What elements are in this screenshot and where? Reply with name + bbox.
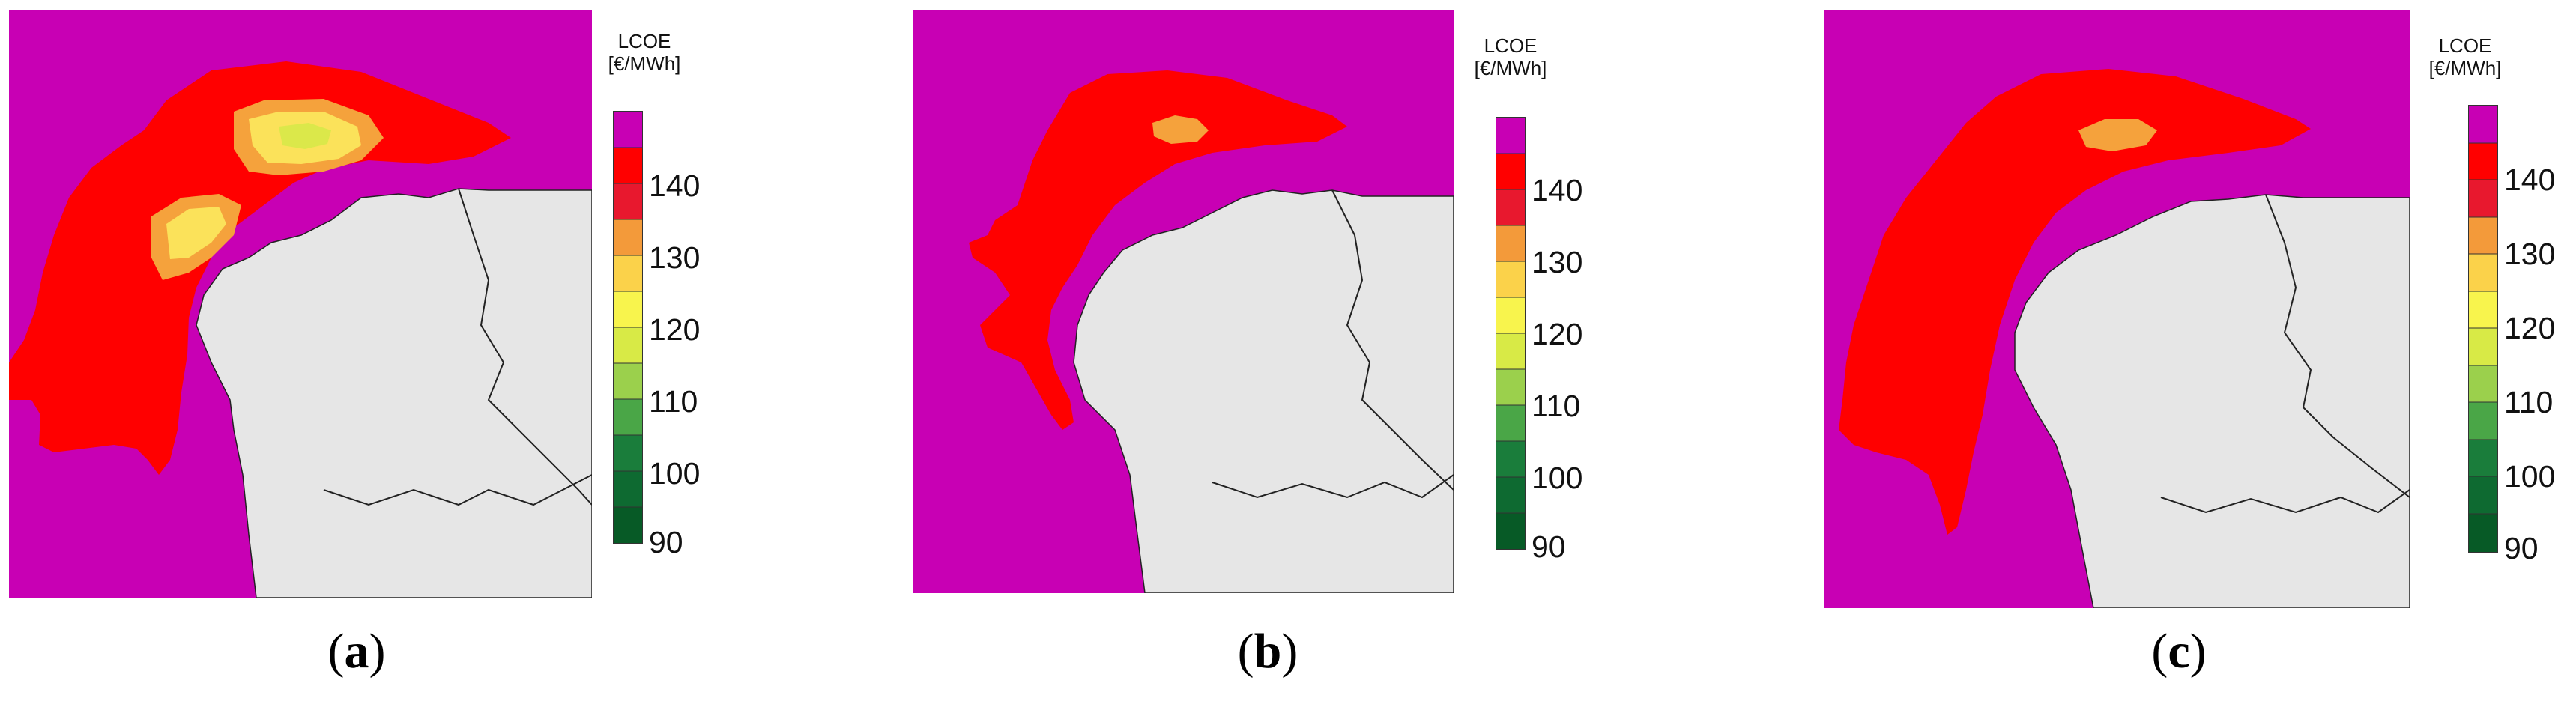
band-115 bbox=[2469, 365, 2497, 402]
panel-caption: (b) bbox=[1193, 623, 1343, 680]
tick-label: 140 bbox=[2504, 163, 2556, 197]
colorbar bbox=[1496, 117, 1526, 550]
legend-title: LCOE [€/MWh] bbox=[592, 30, 697, 75]
colorbar bbox=[2468, 105, 2498, 553]
band-145 bbox=[1496, 154, 1525, 189]
lcoe-140-zone bbox=[9, 61, 511, 475]
band-150 bbox=[2469, 106, 2497, 143]
tick-label: 110 bbox=[1532, 389, 1581, 423]
band-120 bbox=[1496, 333, 1525, 369]
colorbar-bands bbox=[1496, 118, 1525, 549]
band-110 bbox=[614, 399, 642, 435]
colorbar-bands bbox=[2469, 106, 2497, 552]
lcoe-map-b bbox=[913, 10, 1454, 593]
caption-letter: b bbox=[1254, 624, 1282, 679]
lcoe-115-zone bbox=[279, 123, 331, 149]
lcoe-130-zone bbox=[2078, 119, 2157, 151]
tick-label: 130 bbox=[2504, 237, 2556, 271]
band-150 bbox=[1496, 118, 1525, 154]
band-140 bbox=[2469, 180, 2497, 217]
legend-title-line1: LCOE bbox=[1484, 34, 1538, 57]
band-105 bbox=[614, 435, 642, 471]
legend-title-line2: [€/MWh] bbox=[1474, 57, 1547, 79]
band-130 bbox=[2469, 254, 2497, 291]
tick-label: 120 bbox=[649, 312, 701, 347]
province-border bbox=[1212, 474, 1454, 499]
band-135 bbox=[614, 219, 642, 255]
legend-title-line2: [€/MWh] bbox=[608, 52, 681, 75]
band-150 bbox=[614, 112, 642, 148]
tick-label: 130 bbox=[649, 240, 701, 275]
tick-label: 110 bbox=[649, 384, 698, 419]
tick-label: 90 bbox=[1532, 529, 1566, 564]
band-115 bbox=[1496, 369, 1525, 405]
tick-label: 100 bbox=[1532, 461, 1583, 495]
band-125 bbox=[1496, 297, 1525, 333]
band-140 bbox=[1496, 189, 1525, 225]
band-145 bbox=[2469, 143, 2497, 180]
band-135 bbox=[1496, 225, 1525, 261]
band-120 bbox=[614, 327, 642, 363]
panel-caption: (a) bbox=[282, 623, 432, 680]
province-border bbox=[2160, 489, 2410, 514]
caption-letter: c bbox=[2168, 624, 2190, 679]
caption-paren-close: ) bbox=[369, 624, 386, 679]
caption-paren-open: ( bbox=[1237, 624, 1254, 679]
tick-label: 140 bbox=[1532, 173, 1583, 207]
band-135 bbox=[2469, 217, 2497, 254]
band-130 bbox=[614, 255, 642, 291]
colorbar-bands bbox=[614, 112, 642, 543]
tick-label: 140 bbox=[649, 169, 701, 203]
band-130 bbox=[1496, 261, 1525, 297]
colorbar bbox=[613, 111, 643, 544]
band-120 bbox=[2469, 328, 2497, 365]
tick-label: 100 bbox=[2504, 459, 2556, 494]
legend-title-line1: LCOE bbox=[2438, 34, 2492, 57]
band-95 bbox=[2469, 514, 2497, 552]
band-110 bbox=[2469, 402, 2497, 440]
province-border bbox=[2265, 194, 2410, 498]
caption-paren-open: ( bbox=[327, 624, 345, 679]
legend-title: LCOE [€/MWh] bbox=[2413, 34, 2518, 79]
province-border bbox=[323, 474, 592, 506]
band-105 bbox=[2469, 440, 2497, 476]
band-100 bbox=[2469, 476, 2497, 514]
caption-paren-close: ) bbox=[2189, 624, 2207, 679]
caption-letter: a bbox=[344, 624, 369, 679]
band-95 bbox=[614, 507, 642, 543]
band-95 bbox=[1496, 513, 1525, 549]
band-125 bbox=[2469, 291, 2497, 328]
lcoe-map-a bbox=[9, 10, 592, 598]
legend-title-line2: [€/MWh] bbox=[2428, 57, 2502, 79]
province-border bbox=[1331, 189, 1454, 491]
tick-label: 90 bbox=[649, 525, 683, 559]
caption-paren-open: ( bbox=[2151, 624, 2168, 679]
legend-title-line1: LCOE bbox=[617, 30, 671, 52]
tick-label: 120 bbox=[1532, 317, 1583, 351]
band-145 bbox=[614, 148, 642, 183]
panel-caption: (c) bbox=[2104, 623, 2254, 680]
tick-label: 120 bbox=[2504, 311, 2556, 345]
caption-paren-close: ) bbox=[1281, 624, 1298, 679]
tick-label: 130 bbox=[1532, 245, 1583, 279]
lcoe-140-zone bbox=[1839, 69, 2311, 535]
lcoe-130-zone bbox=[1152, 115, 1209, 144]
land-area bbox=[196, 188, 592, 598]
lcoe-map-c bbox=[1824, 10, 2410, 608]
band-140 bbox=[614, 183, 642, 219]
band-100 bbox=[614, 471, 642, 507]
band-110 bbox=[1496, 405, 1525, 441]
band-105 bbox=[1496, 441, 1525, 477]
tick-label: 90 bbox=[2504, 531, 2539, 565]
band-115 bbox=[614, 363, 642, 399]
band-100 bbox=[1496, 477, 1525, 513]
province-border bbox=[458, 188, 592, 506]
legend-title: LCOE [€/MWh] bbox=[1458, 34, 1563, 79]
land-area bbox=[2014, 194, 2410, 608]
tick-label: 110 bbox=[2504, 385, 2554, 419]
band-125 bbox=[614, 291, 642, 327]
lcoe-140-zone bbox=[969, 70, 1347, 430]
lcoe-120-zone-south bbox=[166, 207, 226, 259]
tick-label: 100 bbox=[649, 456, 701, 491]
